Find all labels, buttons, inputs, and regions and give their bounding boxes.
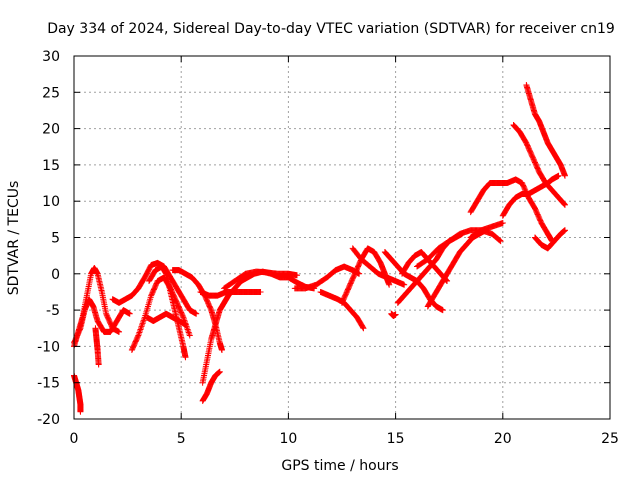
y-tick-labels: -20 -15 -10 -5 0 5 10 15 20 25 30 — [37, 49, 60, 428]
data-point — [496, 237, 503, 244]
x-tick-label: 25 — [601, 431, 619, 447]
data-point — [95, 361, 102, 368]
y-tick-label: 10 — [42, 194, 60, 210]
y-tick-label: 5 — [51, 231, 60, 247]
y-tick-label: 25 — [42, 85, 60, 101]
data-point — [218, 347, 225, 354]
x-tick-label: 15 — [387, 431, 405, 447]
data-point — [182, 354, 189, 361]
data-point — [497, 238, 504, 245]
data-marks — [71, 82, 568, 415]
y-axis-label: SDTVAR / TECUs — [6, 181, 22, 296]
data-point — [179, 313, 186, 320]
data-point — [77, 408, 84, 415]
data-point — [496, 236, 503, 243]
y-tick-label: 0 — [51, 267, 60, 283]
data-point — [392, 311, 399, 318]
axis-ticks — [73, 55, 611, 420]
data-point — [439, 307, 446, 314]
y-tick-label: -15 — [37, 376, 60, 392]
data-point — [499, 219, 506, 226]
data-point — [560, 200, 567, 207]
y-tick-label: 30 — [42, 49, 60, 65]
y-tick-label: 15 — [42, 158, 60, 174]
data-point — [561, 201, 568, 208]
chart-title: Day 334 of 2024, Sidereal Day-to-day VTE… — [47, 21, 615, 37]
y-tick-label: 20 — [42, 122, 60, 138]
x-tick-label: 20 — [494, 431, 512, 447]
data-point — [126, 310, 133, 317]
data-point — [182, 321, 189, 328]
data-point — [76, 326, 83, 333]
data-point — [386, 281, 393, 288]
x-tick-label: 10 — [279, 431, 297, 447]
data-point — [134, 333, 141, 340]
data-point — [401, 281, 408, 288]
x-axis-label: GPS time / hours — [281, 458, 398, 474]
grid — [74, 56, 610, 419]
data-point — [216, 368, 223, 375]
data-point — [561, 227, 568, 234]
x-tick-label: 0 — [70, 431, 79, 447]
data-point — [293, 272, 300, 279]
y-tick-label: -20 — [37, 412, 60, 428]
y-tick-label: -5 — [46, 303, 60, 319]
data-point — [116, 328, 123, 335]
data-point — [257, 288, 264, 295]
data-point — [360, 325, 367, 332]
data-point — [561, 172, 568, 179]
data-point — [561, 201, 568, 208]
x-tick-label: 5 — [177, 431, 186, 447]
y-tick-label: -10 — [37, 339, 60, 355]
data-point — [359, 324, 366, 331]
x-tick-labels: 0 5 10 15 20 25 — [70, 431, 619, 447]
data-point — [555, 172, 562, 179]
data-point — [193, 310, 200, 317]
data-point — [186, 332, 193, 339]
